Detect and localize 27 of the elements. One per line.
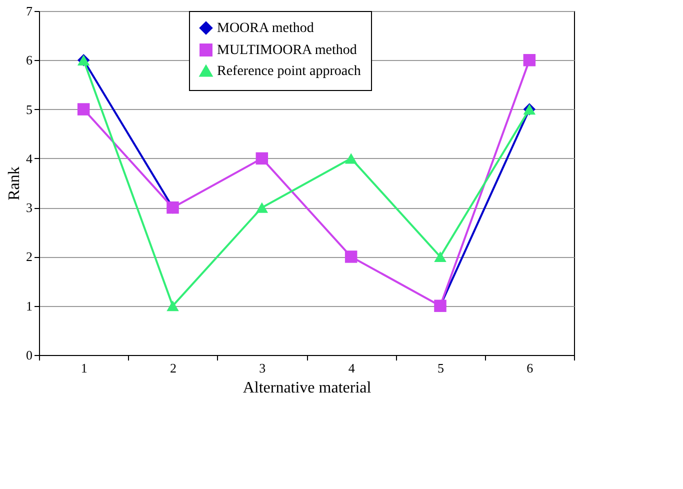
point — [344, 153, 358, 164]
y-tick-label: 4 — [26, 150, 33, 166]
point — [256, 202, 268, 213]
y-tick-label: 2 — [26, 249, 32, 264]
legend-label: Reference point approach — [217, 64, 361, 79]
y-tick-label: 5 — [26, 102, 32, 117]
x-tick-label: 4 — [348, 360, 356, 376]
y-tick-label: 1 — [26, 298, 32, 314]
legend-label: MOORA method — [217, 21, 314, 36]
x-tick-label: 3 — [259, 360, 266, 376]
point — [344, 250, 358, 263]
y-axis-title: Rank — [6, 166, 23, 200]
x-tick-label: 2 — [170, 360, 176, 376]
y-tick-label: 0 — [26, 348, 32, 362]
point — [434, 251, 446, 262]
point — [523, 54, 536, 66]
y-tick-label: 7 — [26, 4, 33, 18]
point — [77, 103, 90, 116]
x-tick-label: 6 — [526, 360, 534, 376]
y-tick-label: 6 — [26, 52, 33, 68]
point — [256, 152, 268, 165]
x-axis-title: Alternative material — [242, 380, 372, 396]
legend-label: MULTIMOORA method — [217, 43, 357, 58]
y-tick-label: 3 — [26, 200, 32, 216]
point — [166, 300, 179, 312]
x-tick-label: 5 — [438, 360, 444, 376]
x-tick-label: 1 — [80, 360, 88, 376]
